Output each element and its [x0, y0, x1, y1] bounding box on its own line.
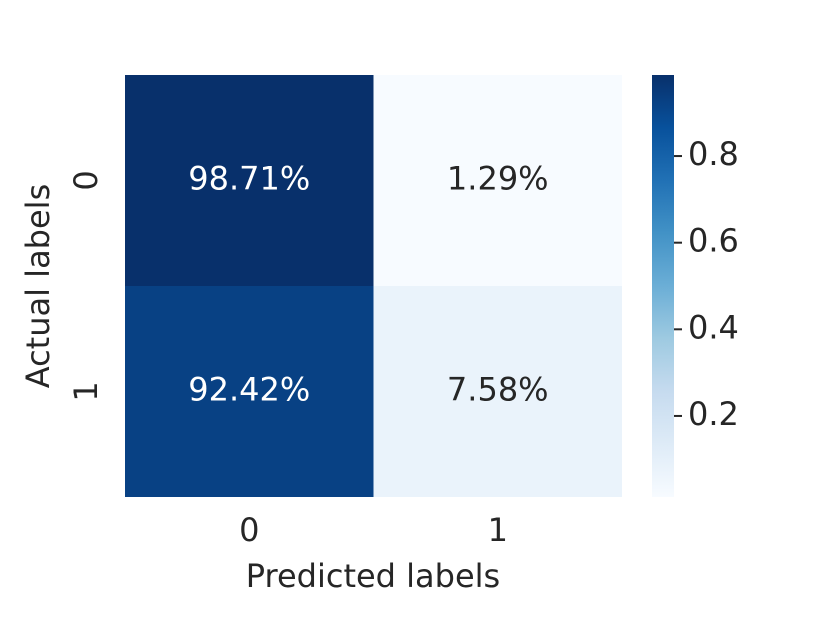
- y-tick-label: 1: [67, 381, 105, 401]
- heatmap-cell: [373, 75, 622, 286]
- colorbar-tick-label: 0.6: [688, 222, 739, 260]
- cell-label: 7.58%: [447, 371, 549, 409]
- cell-label: 92.42%: [188, 371, 310, 409]
- cell-label: 1.29%: [447, 160, 549, 198]
- colorbar-tick-label: 0.8: [688, 135, 739, 173]
- colorbar-tick-label: 0.2: [688, 395, 739, 433]
- y-axis-label: Actual labels: [19, 184, 57, 388]
- cell-label: 98.71%: [188, 160, 310, 198]
- x-axis-label: Predicted labels: [246, 557, 500, 595]
- x-tick-label: 1: [488, 511, 508, 549]
- y-tick-label: 0: [67, 170, 105, 190]
- colorbar-tick-label: 0.4: [688, 308, 739, 346]
- heatmap-cell: [373, 286, 622, 497]
- colorbar: [652, 75, 674, 497]
- heatmap-cell: [125, 286, 374, 497]
- heatmap-cell: [125, 75, 374, 286]
- x-tick-label: 0: [239, 511, 259, 549]
